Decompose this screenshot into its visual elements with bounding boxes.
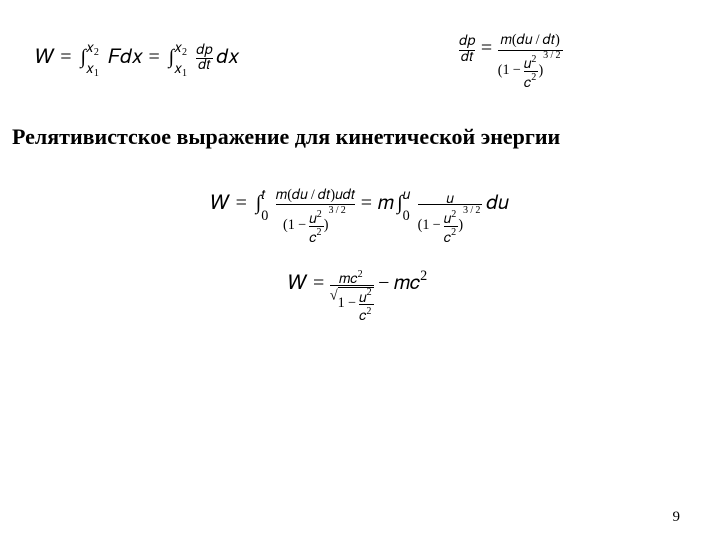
equation-kinetic-energy-result: W= mc2 1− u2 c2 − mc2 [0,270,720,321]
equation-work-integral-expanded: W= ∫0t m(du/dt)udt (1− u2 c2 ) [0,188,720,242]
equation-work-integral: W= ∫ x1 x2 Fdx = ∫ x1 x2 dp dt dx [36,44,239,77]
page-number: 9 [673,509,681,526]
top-equations-row: W= ∫ x1 x2 Fdx = ∫ x1 x2 dp dt dx [0,0,720,110]
equation-dp-dt: dp dt = m(du/dt) ( 1− u2 c2 [459,33,562,87]
section-heading: Релятивистское выражение для кинетическо… [0,110,720,170]
